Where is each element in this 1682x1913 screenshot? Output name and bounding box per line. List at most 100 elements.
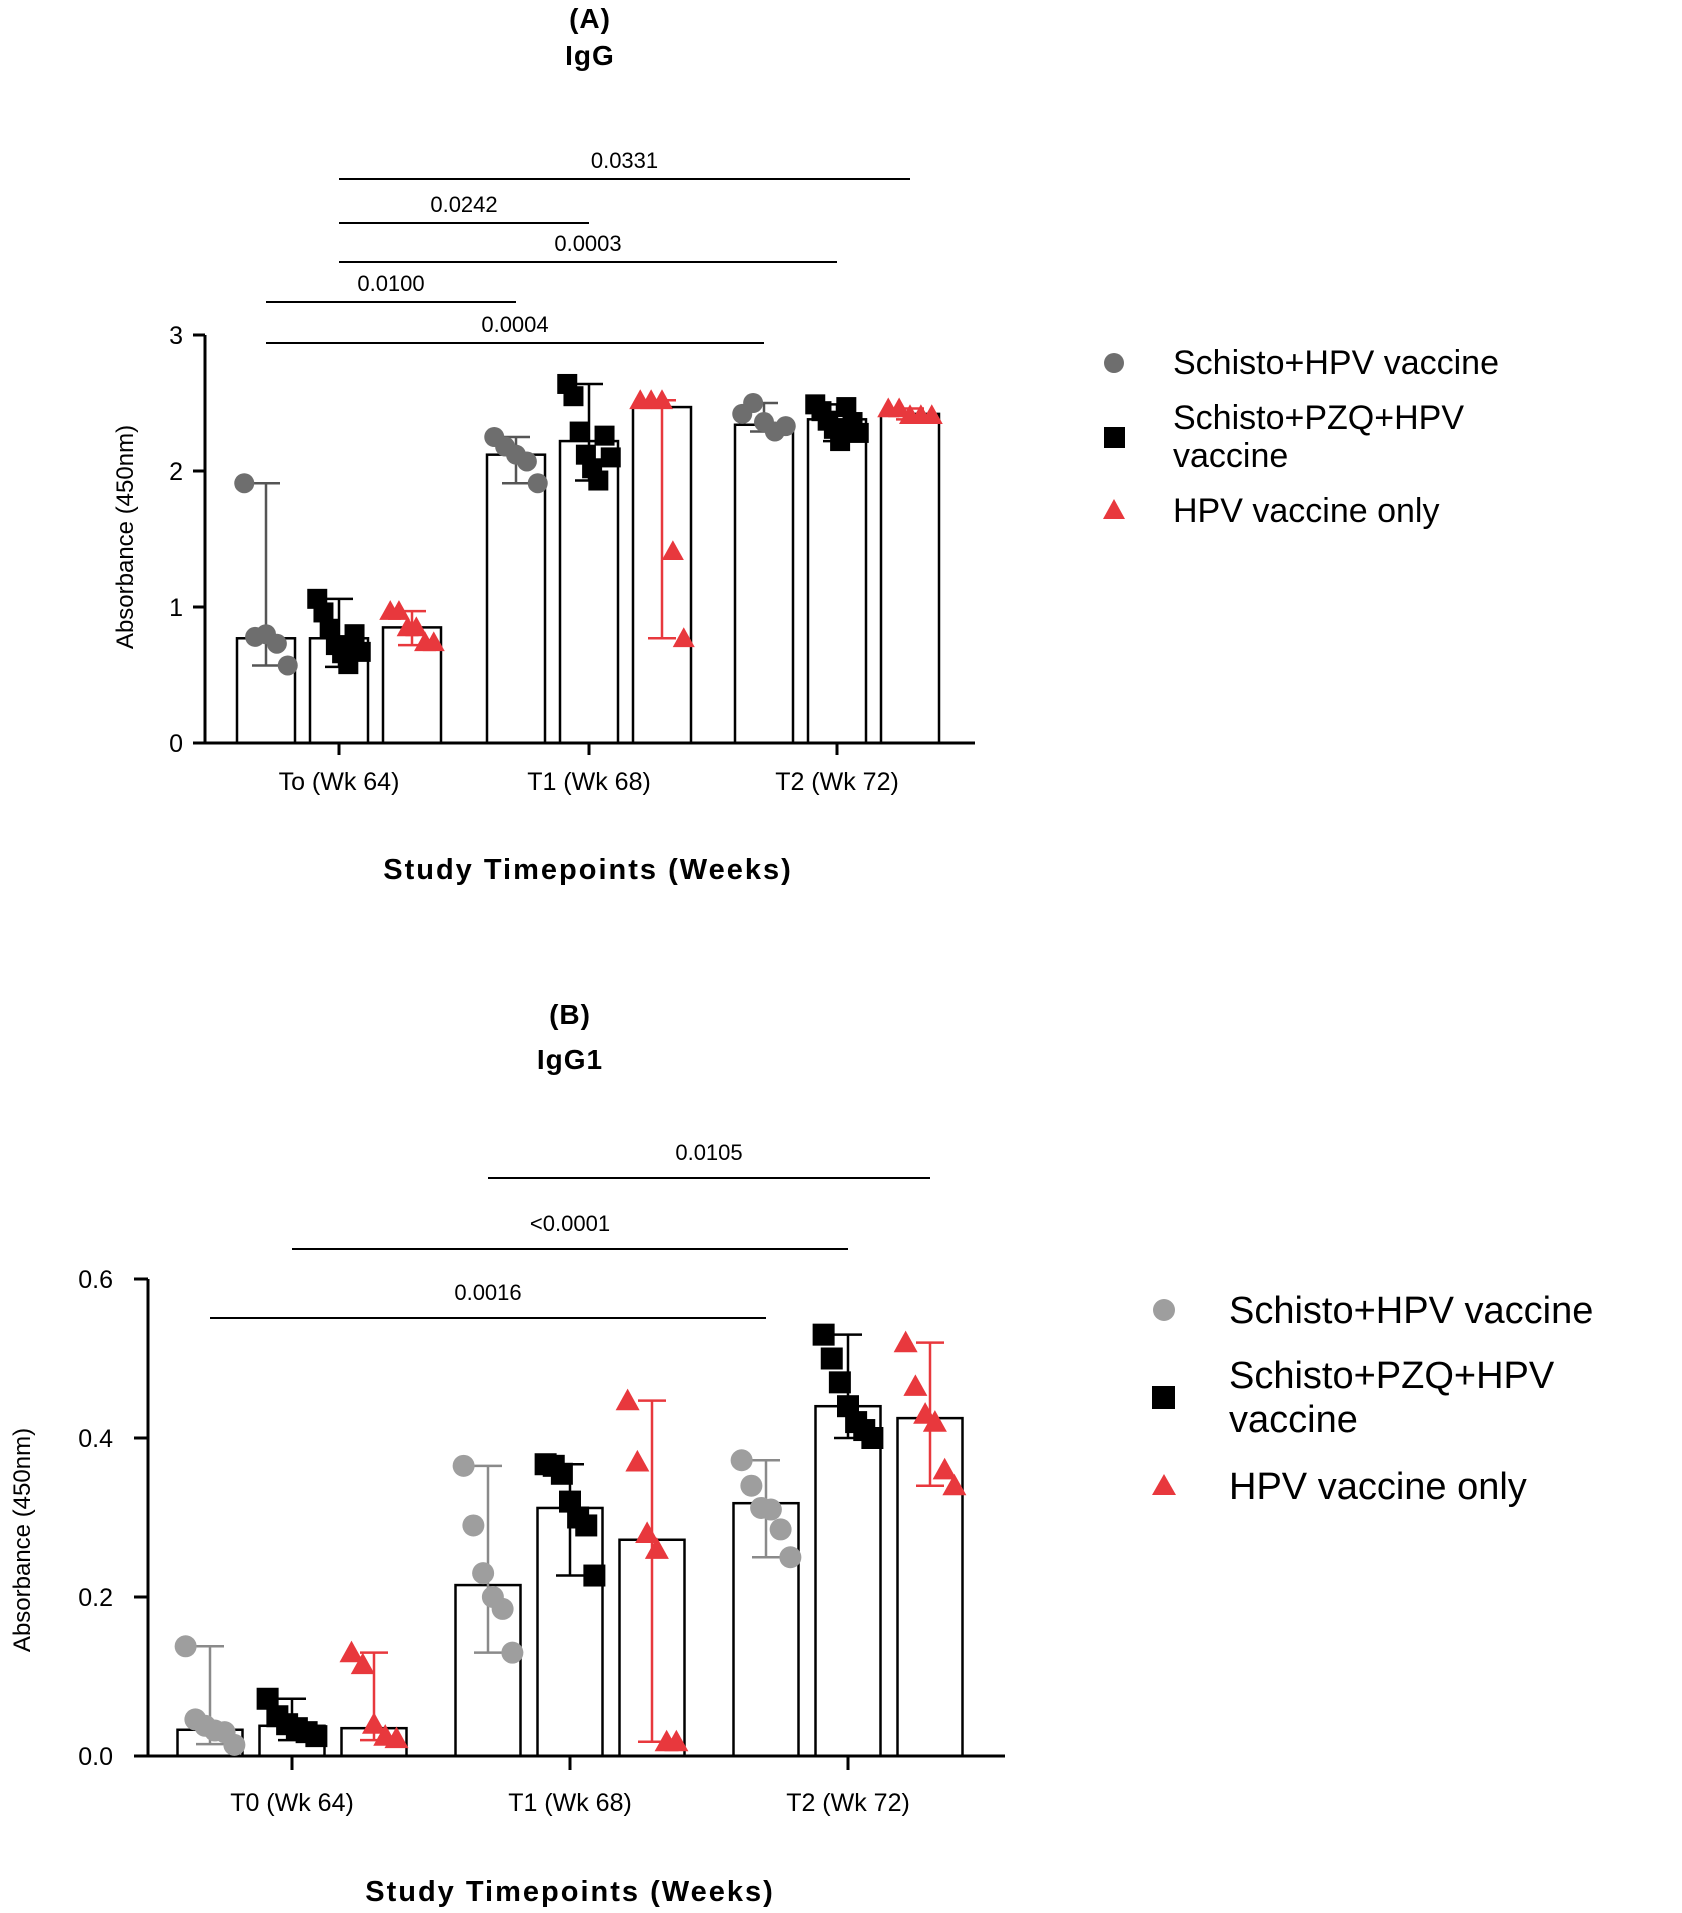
b-point-s2-g2-1 [903,1374,928,1396]
a-bar-s2-g2 [879,412,941,745]
legend-b-square-marker [1152,1386,1175,1409]
legend-b-item-0: Schisto+HPV vaccine [1229,1290,1593,1332]
panel-b-letter: (B) [549,999,591,1030]
b-point-s0-g1-1 [462,1514,485,1537]
a-point-s1-g1-2 [569,421,590,442]
a-x-tick-label-1: T1 (Wk 68) [527,768,651,796]
b-point-s0-g1-5 [501,1641,524,1664]
b-point-s0-g1-4 [491,1597,514,1620]
a-y-tick-label-3: 3 [169,322,183,350]
b-point-s1-g2-1 [820,1347,843,1370]
a-y-tick-label-1: 1 [169,594,183,622]
b-point-s2-g1-3 [644,1537,669,1559]
a-x-tick-label-2: T2 (Wk 72) [775,768,899,796]
a-comparison-label-0: 0.0331 [591,148,658,173]
panel-b-plot-area: 0.0 0.2 0.4 0.6 T0 (Wk 64) T1 (Wk 68) T2 (Wk 7… [78,1140,1005,1817]
b-point-s0-g1-2 [472,1562,495,1585]
legend-b-item-2: HPV vaccine only [1229,1466,1527,1508]
b-point-s1-g2-2 [828,1371,851,1394]
b-point-s2-g2-5 [942,1473,967,1496]
b-comparison-label-2: 0.0016 [454,1280,521,1305]
a-comparison-label-1: 0.0242 [430,192,497,217]
legend-a-item-0: Schisto+HPV vaccine [1173,344,1499,382]
b-point-s2-g0-0 [339,1640,364,1663]
a-point-s2-g0-3 [405,616,428,637]
legend-b-item-1: Schisto+PZQ+HPV vaccine [1229,1355,1565,1441]
b-point-s0-g2-3 [759,1498,782,1521]
a-point-s0-g0-0 [234,473,255,494]
b-point-s0-g2-5 [779,1546,802,1569]
b-comparison-label-1: <0.0001 [530,1211,610,1236]
b-bar-s1-g2 [814,1404,882,1758]
a-bar-s0-g2 [733,423,795,745]
legend-a-square-marker [1104,427,1125,448]
panel-a: (A) IgG 0 1 2 3 To (Wk 64) T1 (Wk 68) T2 (Wk 7… [112,3,1499,886]
legend-b-circle-marker [1153,1299,1175,1321]
panel-a-plot-area: 0 1 2 3 To (Wk 64) T1 (Wk 68) T2 (Wk 72) 0.0331… [169,148,975,796]
a-point-s1-g2-4 [830,431,851,452]
legend-b-triangle-marker [1152,1474,1176,1495]
b-point-s2-g2-3 [922,1410,947,1432]
b-point-s1-g0-5 [305,1725,328,1748]
a-y-tick-label-2: 2 [169,458,183,486]
a-point-s1-g1-7 [600,447,621,468]
b-point-s2-g1-5 [664,1729,689,1752]
a-bar-s1-g2 [806,418,868,745]
b-point-s1-g0-0 [256,1687,279,1710]
panel-b-legend: Schisto+HPV vaccine Schisto+PZQ+HPV vacc… [1152,1290,1593,1508]
a-comparison-label-3: 0.0100 [357,271,424,296]
a-point-s1-g1-6 [594,425,615,446]
panel-b-title: IgG1 [537,1044,603,1075]
a-point-s0-g1-4 [527,473,548,494]
b-point-s0-g0-0 [174,1635,197,1658]
a-bar-s0-g1 [485,453,547,745]
a-point-s0-g2-4 [775,416,796,437]
legend-a-item-1: Schisto+PZQ+HPV vaccine [1173,399,1473,475]
b-point-s2-g1-2 [635,1521,660,1543]
b-y-tick-label-1: 0.2 [78,1584,113,1612]
b-point-s0-g1-0 [452,1454,475,1477]
panel-a-letter: (A) [569,3,611,34]
b-y-tick-label-3: 0.6 [78,1266,113,1294]
a-point-s0-g0-4 [277,655,298,676]
a-point-s2-g1-4 [672,627,695,648]
panel-a-x-axis-title: Study Timepoints (Weeks) [383,854,793,886]
b-point-s2-g1-0 [615,1388,640,1411]
a-point-s2-g1-2 [651,389,673,410]
b-point-s1-g1-5 [575,1514,598,1537]
legend-a-item-2: HPV vaccine only [1173,492,1439,530]
a-point-s0-g0-3 [266,633,287,654]
b-point-s0-g0-5 [223,1733,246,1756]
panel-b-x-axis-title: Study Timepoints (Weeks) [365,1876,775,1908]
a-point-s1-g1-1 [563,386,584,407]
legend-a-circle-marker [1104,353,1124,373]
b-x-tick-label-0: T0 (Wk 64) [230,1789,354,1817]
b-point-s0-g2-4 [769,1518,792,1541]
a-point-s1-g2-7 [848,422,869,443]
a-point-s1-g1-5 [588,470,609,491]
b-x-tick-label-2: T2 (Wk 72) [786,1789,910,1817]
a-point-s2-g0-1 [387,600,410,620]
a-point-s1-g0-6 [344,624,365,645]
b-point-s0-g2-0 [730,1449,753,1472]
panel-b: (B) IgG1 0.0 0.2 0.4 0.6 T0 (Wk 64) T1 (Wk 68… [9,999,1593,1908]
b-comparison-label-0: 0.0105 [675,1140,742,1165]
panel-b-y-axis-label: Absorbance (450nm) [9,1428,36,1652]
a-point-s2-g2-4 [920,404,943,425]
a-point-s1-g0-1 [313,602,334,623]
b-point-s1-g2-0 [812,1323,835,1346]
a-x-tick-label-0: To (Wk 64) [279,768,400,796]
b-point-s2-g0-1 [350,1652,375,1675]
b-point-s2-g2-4 [932,1457,957,1480]
b-point-s1-g1-2 [550,1462,573,1485]
a-point-s2-g0-5 [422,631,445,652]
b-point-s0-g2-1 [740,1474,763,1497]
b-y-tick-label-2: 0.4 [78,1425,113,1453]
b-x-tick-label-1: T1 (Wk 68) [508,1789,632,1817]
a-point-s2-g1-3 [661,540,684,561]
a-point-s1-g0-2 [319,618,340,639]
a-y-tick-label-0: 0 [169,730,183,758]
a-point-s1-g0-7 [350,641,371,662]
